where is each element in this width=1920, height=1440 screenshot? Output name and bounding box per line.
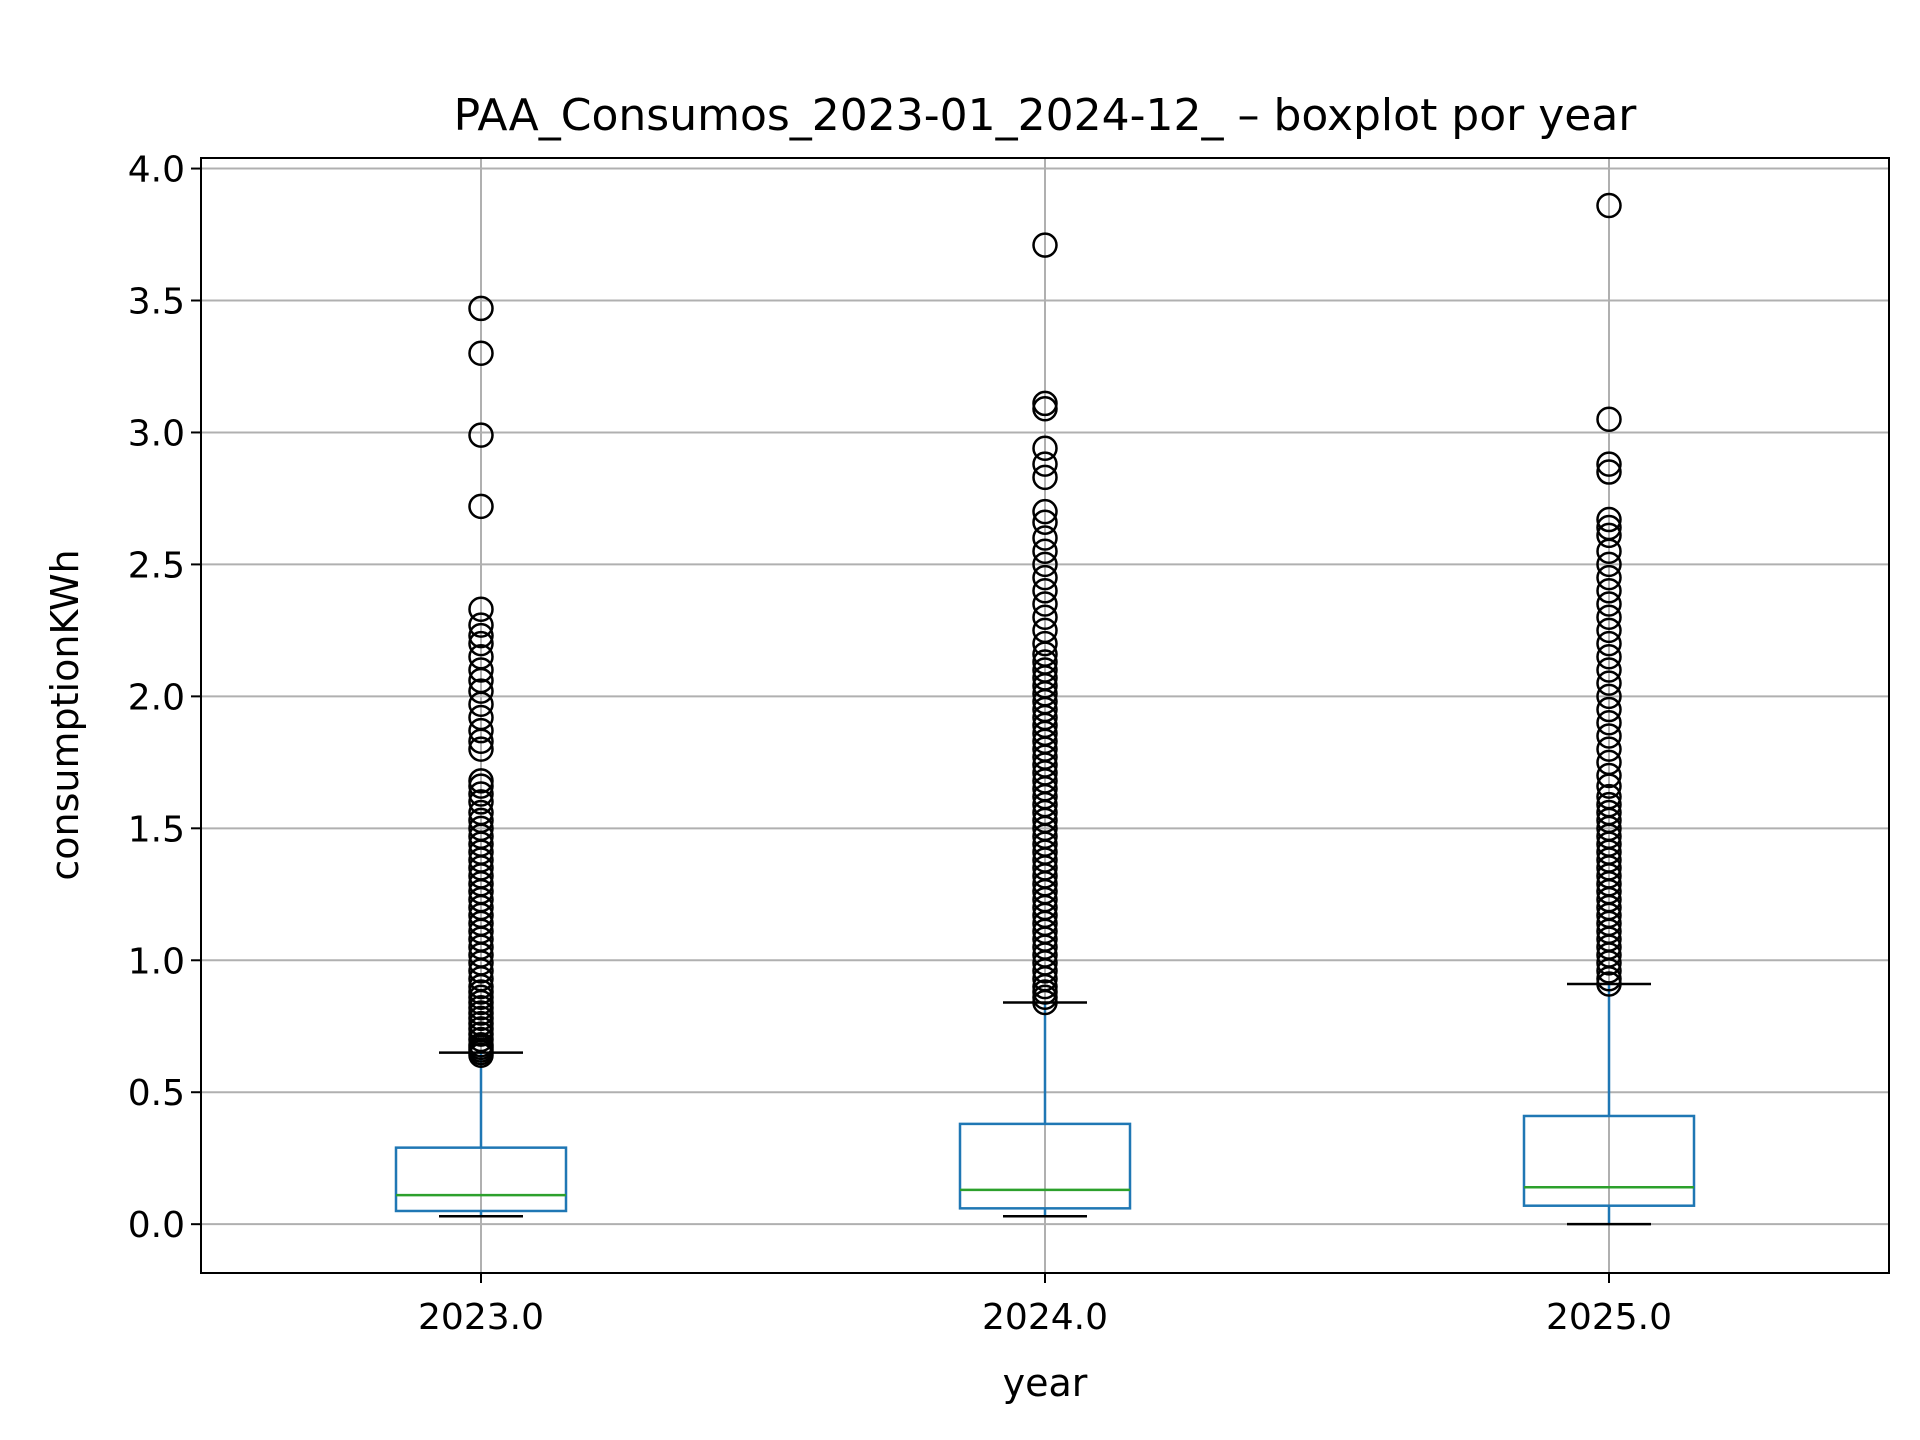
outlier-point (1596, 657, 1622, 683)
outlier-point (1032, 435, 1058, 462)
outlier-point (1032, 525, 1058, 551)
outlier-point (1032, 390, 1058, 417)
outlier-point (468, 781, 494, 807)
outlier-point (1596, 683, 1622, 710)
y-tick-label: 4.0 (128, 150, 185, 191)
outlier-point (1032, 232, 1058, 258)
outlier-point (1596, 406, 1622, 433)
outlier-point (1032, 564, 1058, 591)
outlier-point (468, 644, 494, 670)
outlier-point (468, 340, 494, 367)
y-tick-label: 0.5 (128, 1073, 185, 1114)
outlier-point (1032, 509, 1058, 535)
outlier-point (1032, 657, 1058, 683)
outlier-point (1596, 791, 1622, 818)
outlier-point (1032, 630, 1058, 657)
x-axis-label: year (1003, 1361, 1088, 1405)
outlier-point (1596, 723, 1622, 749)
outlier-point (468, 678, 494, 704)
outlier-point (1596, 762, 1622, 789)
outlier-point (1596, 670, 1622, 696)
outlier-point (468, 807, 494, 834)
outlier-point (1596, 783, 1622, 810)
outlier-point (1032, 578, 1058, 604)
outlier-point (1032, 498, 1058, 525)
outlier-point (1032, 551, 1058, 578)
x-tick-label: 2024.0 (982, 1297, 1108, 1338)
boxes (394, 192, 1696, 1226)
outlier-point (1032, 451, 1058, 477)
iqr-box (958, 1122, 1132, 1210)
outlier-point (468, 630, 494, 657)
y-tick-label: 3.5 (128, 282, 185, 323)
box-group-2024.0 (958, 232, 1132, 1218)
outlier-point (468, 717, 494, 744)
outlier-point (1032, 538, 1058, 564)
y-tick-label: 2.0 (128, 677, 185, 718)
outlier-point (1596, 578, 1622, 604)
outlier-point (1032, 604, 1058, 630)
outlier-point (1596, 564, 1622, 591)
box-group-2023.0 (394, 295, 568, 1218)
x-tick-label: 2023.0 (418, 1297, 544, 1338)
chart-title: PAA_Consumos_2023-01_2024-12_ – boxplot … (454, 90, 1638, 141)
outlier-point (1596, 192, 1622, 219)
y-tick-label: 2.5 (128, 545, 185, 586)
outlier-point (468, 657, 494, 683)
outlier-point (468, 815, 494, 842)
outlier-point (1596, 749, 1622, 776)
outlier-point (468, 704, 494, 731)
outlier-point (468, 768, 494, 794)
outlier-point (468, 493, 494, 520)
outlier-point (1596, 506, 1622, 533)
outlier-point (468, 422, 494, 448)
y-axis-label: consumptionKWh (43, 549, 87, 880)
outlier-point (1596, 551, 1622, 578)
outlier-point (1596, 799, 1622, 826)
y-tick-label: 3.0 (128, 413, 185, 454)
outlier-point (1032, 591, 1058, 617)
outlier-point (1596, 459, 1622, 485)
y-tick-label: 1.5 (128, 809, 185, 850)
outlier-point (1596, 617, 1622, 644)
outlier-point (468, 612, 494, 638)
outlier-point (468, 295, 494, 322)
outlier-point (468, 736, 494, 762)
outlier-point (1596, 604, 1622, 630)
box-group-2025.0 (1522, 192, 1696, 1226)
outlier-point (1596, 451, 1622, 477)
outlier-point (1596, 696, 1622, 723)
iqr-box (1522, 1114, 1696, 1207)
outlier-point (468, 799, 494, 826)
outlier-point (468, 596, 494, 623)
outlier-point (1032, 617, 1058, 644)
x-tick-label: 2025.0 (1546, 1297, 1672, 1338)
outlier-point (1596, 644, 1622, 670)
outlier-point (1032, 464, 1058, 491)
outlier-point (1596, 710, 1622, 736)
outlier-point (468, 789, 494, 815)
outlier-point (1596, 522, 1622, 549)
axis-ticks: 0.0 0.5 1.0 1.5 2.0 2.5 3.0 3.5 4.0 2023.0 2024.0 2… (128, 150, 1672, 1338)
outlier-point (1596, 736, 1622, 762)
outlier-point (1032, 649, 1058, 675)
iqr-box (394, 1146, 568, 1213)
outlier-point (1596, 630, 1622, 657)
y-tick-label: 0.0 (128, 1205, 185, 1246)
outlier-point (1596, 591, 1622, 617)
outlier-point (468, 622, 494, 649)
y-tick-label: 1.0 (128, 941, 185, 982)
outlier-point (1596, 514, 1622, 541)
